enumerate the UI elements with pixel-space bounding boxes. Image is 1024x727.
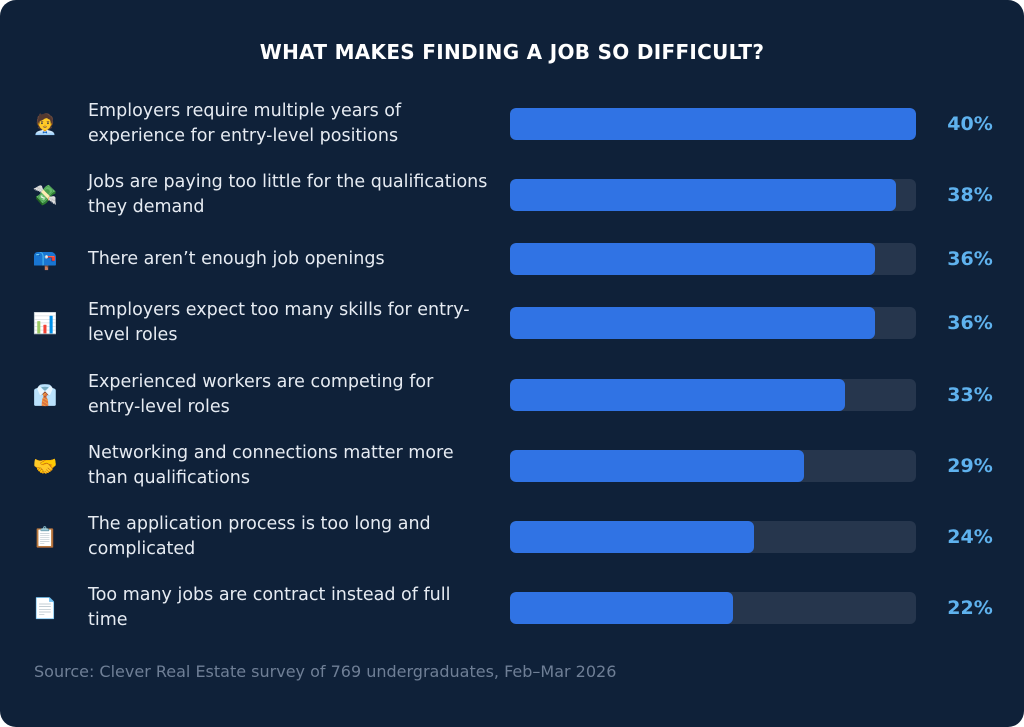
bar-row: 📪 There aren’t enough job openings 36%: [0, 233, 1024, 285]
necktie-shirt-icon: 👔: [32, 383, 58, 407]
category-label: Experienced workers are competing for en…: [88, 372, 434, 417]
chart-title: WHAT MAKES FINDING A JOB SO DIFFICULT?: [259, 40, 765, 64]
category-label: Too many jobs are contract instead of fu…: [88, 585, 451, 630]
data-label: 22%: [947, 597, 993, 619]
category-label: Employers expect too many skills for ent…: [88, 300, 470, 345]
document-icon: 📄: [32, 596, 58, 620]
bar: [510, 179, 896, 211]
category-label: Employers require multiple years of expe…: [88, 101, 402, 146]
data-label: 29%: [947, 455, 993, 477]
handshake-icon: 🤝: [32, 454, 58, 478]
bar-row: 📋 The application process is too long and…: [0, 511, 1024, 563]
category-label: Jobs are paying too little for the quali…: [88, 172, 488, 217]
bar-track: [510, 307, 916, 339]
money-with-wings-icon: 💸: [32, 183, 58, 207]
data-label: 36%: [947, 312, 993, 334]
bar-track: [510, 450, 916, 482]
bar: [510, 592, 734, 624]
data-label: 38%: [947, 184, 993, 206]
bar-track: [510, 108, 916, 140]
source-note: Source: Clever Real Estate survey of 769…: [34, 662, 617, 681]
bar-chart-icon: 📊: [32, 311, 58, 335]
category-label: Networking and connections matter more t…: [88, 443, 454, 488]
clipboard-icon: 📋: [32, 525, 58, 549]
bar-row: 💸 Jobs are paying too little for the qual…: [0, 169, 1024, 221]
bar: [510, 379, 845, 411]
bar-track: [510, 243, 916, 275]
bar-track: [510, 379, 916, 411]
mailbox-icon: 📪: [32, 247, 58, 271]
bar-row: 🤝 Networking and connections matter more …: [0, 440, 1024, 492]
bar: [510, 521, 754, 553]
bar-track: [510, 592, 916, 624]
data-label: 24%: [947, 526, 993, 548]
bar: [510, 307, 876, 339]
bar-row: 👔 Experienced workers are competing for e…: [0, 369, 1024, 421]
bar: [510, 243, 876, 275]
bar-track: [510, 179, 916, 211]
category-label: The application process is too long and …: [88, 514, 431, 559]
data-label: 40%: [947, 113, 993, 135]
bar-row: 📄 Too many jobs are contract instead of f…: [0, 582, 1024, 634]
bar-track: [510, 521, 916, 553]
bar-row: 🧑‍💼 Employers require multiple years of e…: [0, 98, 1024, 150]
bar: [510, 450, 805, 482]
data-label: 33%: [947, 384, 993, 406]
office-worker-icon: 🧑‍💼: [32, 112, 58, 136]
data-label: 36%: [947, 248, 993, 270]
bar: [510, 108, 916, 140]
category-label: There aren’t enough job openings: [88, 248, 385, 269]
bar-row: 📊 Employers expect too many skills for en…: [0, 297, 1024, 349]
